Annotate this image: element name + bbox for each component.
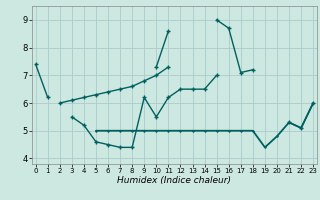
X-axis label: Humidex (Indice chaleur): Humidex (Indice chaleur)	[117, 176, 231, 185]
